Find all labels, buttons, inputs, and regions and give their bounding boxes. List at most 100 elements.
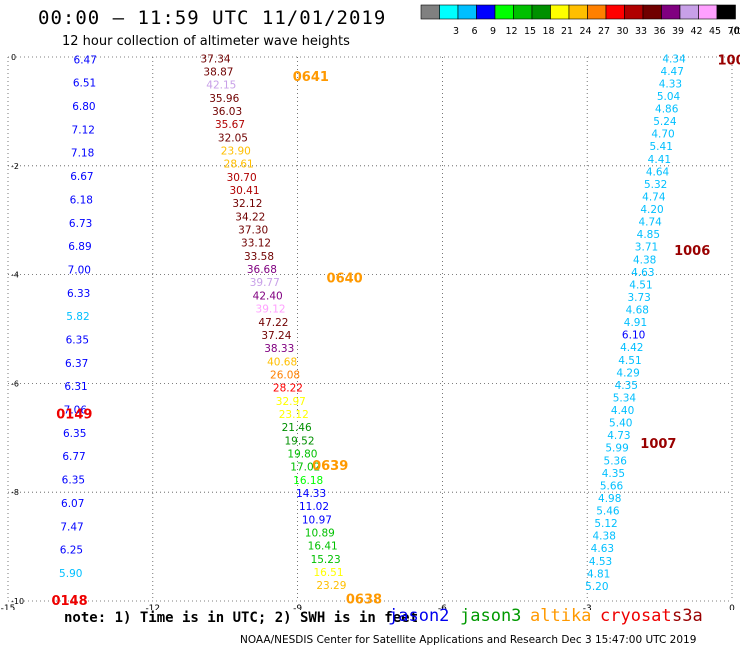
wave-height-data-label: 6.35 xyxy=(63,428,86,440)
colorbar-tick-label: 42 xyxy=(690,26,702,37)
wave-height-data-label: 6.33 xyxy=(67,288,90,300)
wave-height-data-label: 32.97 xyxy=(276,396,306,408)
wave-height-data-label: 4.74 xyxy=(638,217,662,229)
wave-height-data-label: 5.40 xyxy=(609,418,632,430)
wave-height-data-label: 6.35 xyxy=(62,475,85,487)
wave-height-data-label: 4.51 xyxy=(629,279,652,291)
colorbar-tick-label: 24 xyxy=(579,26,591,37)
colorbar-tick-label: 18 xyxy=(542,26,554,37)
colorbar-swatch xyxy=(716,4,736,20)
colorbar-tick-label: 33 xyxy=(635,26,647,37)
satellite-legend-jason2: jason2 xyxy=(388,606,450,626)
wave-height-data-label: 30.41 xyxy=(229,185,259,197)
wave-height-data-label: 23.90 xyxy=(221,146,251,158)
wave-height-data-label: 4.33 xyxy=(659,78,682,90)
wave-height-data-label: 28.22 xyxy=(273,383,303,395)
wave-height-data-label: 4.91 xyxy=(624,317,647,329)
wave-height-data-label: 6.25 xyxy=(60,545,83,557)
wave-height-data-label: 39.77 xyxy=(250,277,280,289)
wave-height-data-label: 3.73 xyxy=(627,292,650,304)
wave-height-data-label: 39.12 xyxy=(256,304,286,316)
wave-height-data-label: 37.30 xyxy=(238,225,268,237)
wave-height-data-label: 6.89 xyxy=(68,241,91,253)
wave-height-data-label: 30.70 xyxy=(227,172,257,184)
wave-height-data-label: 4.42 xyxy=(620,342,643,354)
wave-height-data-label: 5.66 xyxy=(600,480,624,492)
wave-height-data-label: 5.24 xyxy=(653,116,677,128)
wave-height-data-label: 37.34 xyxy=(201,53,231,65)
wave-height-data-label: 4.70 xyxy=(651,129,674,141)
wave-height-data-label: 21.46 xyxy=(282,422,312,434)
pass-time-label: 0641 xyxy=(293,70,329,85)
wave-height-data-label: 4.29 xyxy=(616,367,639,379)
wave-height-data-label: 6.73 xyxy=(69,218,92,230)
wave-height-data-label: 4.34 xyxy=(662,53,686,65)
footer-credit: NOAA/NESDIS Center for Satellite Applica… xyxy=(240,634,697,646)
wave-height-data-label: 3.71 xyxy=(635,242,658,254)
wave-height-data-label: 5.99 xyxy=(605,443,628,455)
wave-height-data-label: 5.90 xyxy=(59,568,82,580)
wave-height-data-label: 6.31 xyxy=(64,381,87,393)
wave-height-data-label: 4.85 xyxy=(637,229,660,241)
colorbar-unit-label: (ft) xyxy=(730,26,740,37)
wave-height-data-label: 4.74 xyxy=(642,191,666,203)
notes-text: note: 1) Time is in UTC; 2) SWH is in fe… xyxy=(64,610,419,626)
x-tick-label: -9 xyxy=(293,604,302,610)
wave-height-data-label: 6.10 xyxy=(622,330,645,342)
wave-height-data-label: 6.37 xyxy=(65,358,88,370)
wave-height-data-label: 32.05 xyxy=(218,132,248,144)
wave-height-data-label: 4.47 xyxy=(661,66,684,78)
pass-time-label: 0639 xyxy=(312,459,348,474)
wave-height-data-label: 19.80 xyxy=(287,448,317,460)
wave-height-data-label: 4.68 xyxy=(626,305,649,317)
colorbar-tick-label: 39 xyxy=(672,26,684,37)
colorbar-tick-label: 27 xyxy=(598,26,610,37)
colorbar-tick-label: 6 xyxy=(471,26,477,37)
wave-height-data-label: 4.38 xyxy=(633,254,656,266)
x-tick-label: -6 xyxy=(438,604,447,610)
pass-time-label: 1005 xyxy=(718,54,740,69)
pass-time-label: 0640 xyxy=(327,271,363,286)
wave-height-data-label: 5.46 xyxy=(596,506,620,518)
colorbar-tick-label: 45 xyxy=(709,26,721,37)
wave-height-data-label: 4.41 xyxy=(648,154,671,166)
wave-height-data-label: 7.00 xyxy=(68,264,91,276)
wave-height-data-label: 16.51 xyxy=(313,567,343,579)
wave-height-data-label: 7.18 xyxy=(71,148,94,160)
wave-height-data-label: 16.18 xyxy=(293,475,323,487)
colorbar-tick-label: 70 xyxy=(727,26,739,37)
wave-height-data-label: 4.38 xyxy=(593,531,616,543)
wave-height-data-label: 4.73 xyxy=(607,430,630,442)
wave-height-data-label: 6.18 xyxy=(70,194,93,206)
wave-height-data-label: 5.04 xyxy=(657,91,681,103)
wave-height-data-label: 6.77 xyxy=(62,451,85,463)
satellite-legend-altika: altika xyxy=(530,606,592,626)
wave-height-data-label: 4.86 xyxy=(655,104,679,116)
wave-height-data-label: 16.41 xyxy=(308,541,338,553)
wave-height-data-label: 5.20 xyxy=(585,581,608,593)
wave-height-data-label: 4.35 xyxy=(602,468,625,480)
wave-height-data-label: 35.67 xyxy=(215,119,245,131)
wave-height-data-label: 4.63 xyxy=(631,267,654,279)
colorbar-tick-label: 3 xyxy=(453,26,459,37)
wave-height-data-label: 4.35 xyxy=(615,380,638,392)
wave-height-data-label: 6.67 xyxy=(70,171,93,183)
wave-height-data-label: 26.08 xyxy=(270,369,300,381)
wave-height-data-label: 10.89 xyxy=(305,528,335,540)
wave-height-data-label: 10.97 xyxy=(302,514,332,526)
wave-height-data-label: 36.68 xyxy=(247,264,277,276)
satellite-legend-jason3: jason3 xyxy=(460,606,522,626)
colorbar-tick-label: 15 xyxy=(524,26,536,37)
wave-height-data-label: 4.81 xyxy=(587,568,610,580)
y-tick-label: -4 xyxy=(11,271,19,280)
wave-height-data-label: 5.34 xyxy=(613,392,637,404)
wave-height-data-label: 33.12 xyxy=(241,238,271,250)
pass-time-label: 0148 xyxy=(51,594,87,609)
pass-time-label: 0149 xyxy=(56,407,92,422)
wave-height-data-label: 7.47 xyxy=(60,521,83,533)
colorbar-tick-label: 30 xyxy=(616,26,628,37)
wave-height-data-label: 33.58 xyxy=(244,251,274,263)
wave-height-data-label: 32.12 xyxy=(232,198,262,210)
x-tick-label: -3 xyxy=(583,604,592,610)
